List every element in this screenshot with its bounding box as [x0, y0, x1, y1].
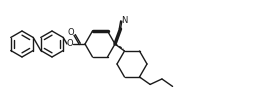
Text: O: O [67, 39, 73, 49]
Text: N: N [121, 16, 128, 25]
Text: O: O [68, 28, 74, 37]
